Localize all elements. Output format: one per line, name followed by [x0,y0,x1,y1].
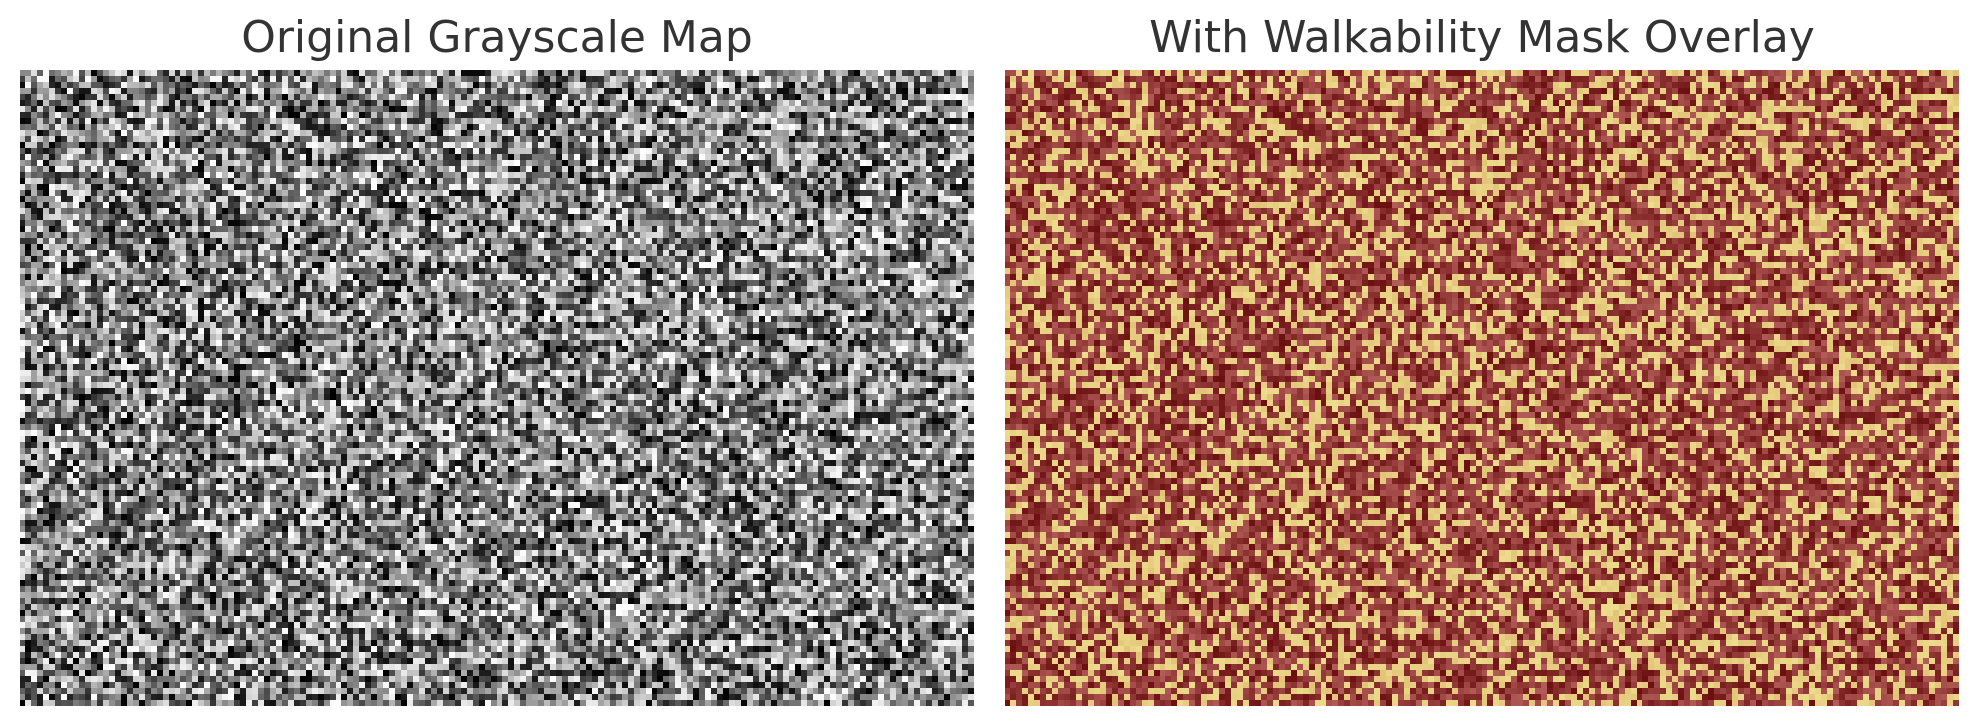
walkability-overlay-title: With Walkability Mask Overlay [1149,12,1815,63]
grayscale-map-heatmap [20,70,974,706]
walkability-overlay-panel: With Walkability Mask Overlay [1005,0,1959,727]
grayscale-map-title: Original Grayscale Map [241,12,753,63]
grayscale-map-panel: Original Grayscale Map [20,0,974,727]
walkability-overlay-heatmap [1005,70,1959,706]
